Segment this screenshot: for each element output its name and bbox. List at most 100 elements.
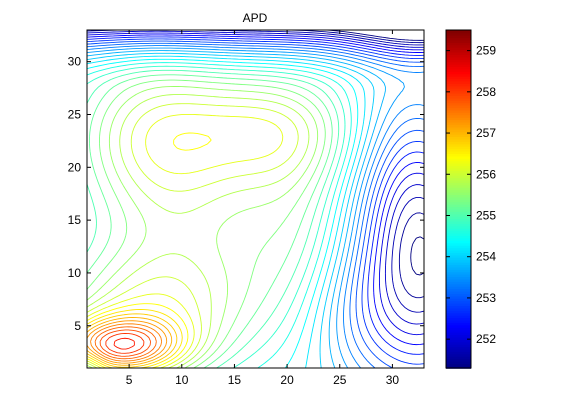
y-axis: 5 10 15 20 25 30: [68, 55, 424, 333]
colorbar-segment-88: [446, 155, 471, 159]
colorbar-segment-131: [446, 51, 471, 55]
colorbar-segment-73: [446, 191, 471, 195]
colorbar-segment-35: [446, 283, 471, 287]
colorbar-segment-66: [446, 208, 471, 212]
contour-line-7: [87, 36, 424, 355]
x-tick-label-6: 30: [386, 373, 400, 387]
colorbar-segment-84: [446, 165, 471, 169]
colorbar-segment-95: [446, 138, 471, 142]
colorbar-segment-24: [446, 310, 471, 314]
contour-line-15: [87, 55, 366, 368]
contour-lines: [87, 30, 424, 368]
x-axis: 5 10 15 20 25 30: [126, 30, 400, 387]
colorbar-segment-128: [446, 58, 471, 63]
colorbar-segment-74: [446, 189, 471, 193]
colorbar-segment-102: [446, 121, 471, 125]
colorbar-segment-105: [446, 114, 471, 118]
colorbar-segment-13: [446, 336, 471, 340]
colorbar-segment-133: [446, 46, 471, 51]
colorbar-segment-9: [446, 346, 471, 350]
y-tick-label-2: 10: [68, 266, 82, 280]
contour-line-28: [87, 313, 178, 368]
colorbar-segment-3: [446, 360, 471, 364]
colorbar-segment-42: [446, 266, 471, 270]
colorbar-segment-31: [446, 293, 471, 297]
colorbar-segment-123: [446, 71, 471, 75]
colorbar-segment-39: [446, 273, 471, 278]
colorbar-segment-99: [446, 128, 471, 133]
colorbar-segment-137: [446, 37, 471, 41]
colorbar-segment-120: [446, 78, 471, 82]
colorbar-segment-77: [446, 182, 471, 186]
colorbar-segment-48: [446, 252, 471, 256]
colorbar-segment-53: [446, 240, 471, 244]
x-tick-label-3: 15: [228, 373, 242, 387]
contour-line-12: [87, 47, 405, 368]
colorbar-segment-46: [446, 256, 471, 261]
colorbar-segment-56: [446, 232, 471, 237]
colorbar-segment-45: [446, 259, 471, 263]
colorbar-segment-132: [446, 49, 471, 53]
colorbar-segment-4: [446, 358, 471, 362]
colorbar-segment-37: [446, 278, 471, 282]
colorbar-segment-79: [446, 177, 471, 181]
colorbar-segment-52: [446, 242, 471, 246]
contour-line-4: [87, 30, 424, 325]
colorbar-tick-label-3: 254: [476, 250, 496, 264]
colorbar-segment-7: [446, 351, 471, 355]
contour-line-26: [87, 132, 212, 368]
colorbar-segment-92: [446, 145, 471, 150]
colorbar-segment-86: [446, 160, 471, 164]
contour-line-33: [99, 329, 152, 357]
colorbar-segment-68: [446, 203, 471, 208]
colorbar-segment-62: [446, 218, 471, 222]
colorbar-segment-44: [446, 261, 471, 265]
colorbar-segment-109: [446, 104, 471, 109]
contour-line-5: [87, 32, 424, 336]
colorbar-segment-17: [446, 326, 471, 331]
colorbar-tick-label-1: 252: [476, 332, 496, 346]
contour-line-11: [87, 45, 424, 368]
colorbar-segment-28: [446, 300, 471, 304]
colorbar-segment-10: [446, 343, 471, 348]
colorbar-segment-12: [446, 339, 471, 343]
colorbar-segment-110: [446, 102, 471, 106]
colorbar-segment-63: [446, 215, 471, 220]
colorbar-segment-21: [446, 317, 471, 321]
colorbar-segment-89: [446, 153, 471, 157]
colorbar-segment-103: [446, 119, 471, 123]
colorbar-segment-19: [446, 322, 471, 326]
colorbar-segment-23: [446, 312, 471, 316]
x-tick-label-1: 5: [126, 373, 133, 387]
colorbar-segment-114: [446, 92, 471, 96]
contour-line-35: [113, 337, 135, 350]
colorbar-segment-15: [446, 331, 471, 335]
colorbar-segment-69: [446, 201, 471, 205]
colorbar-segment-140: [446, 30, 471, 34]
colorbar-segment-27: [446, 302, 471, 307]
colorbar-tick-label-4: 255: [476, 208, 496, 222]
colorbar-segment-25: [446, 307, 471, 311]
colorbar-segment-38: [446, 276, 471, 280]
colorbar-segment-43: [446, 264, 471, 268]
colorbar-tick-label-7: 258: [476, 85, 496, 99]
colorbar-segment-14: [446, 334, 471, 338]
colorbar-segment-64: [446, 213, 471, 217]
colorbar-segment-49: [446, 249, 471, 253]
colorbar-segment-121: [446, 75, 471, 80]
colorbar-segment-125: [446, 66, 471, 70]
colorbar-segment-106: [446, 112, 471, 116]
colorbar-segment-119: [446, 80, 471, 84]
colorbar-tick-label-2: 253: [476, 291, 496, 305]
colorbar-segment-90: [446, 150, 471, 154]
contour-line-24: [87, 103, 299, 368]
colorbar-segment-78: [446, 179, 471, 183]
colorbar-segment-30: [446, 295, 471, 299]
colorbar-segment-98: [446, 131, 471, 135]
colorbar-segment-40: [446, 271, 471, 275]
y-tick-label-1: 5: [74, 319, 81, 333]
colorbar-segment-87: [446, 157, 471, 162]
colorbar-tick-label-5: 256: [476, 167, 496, 181]
